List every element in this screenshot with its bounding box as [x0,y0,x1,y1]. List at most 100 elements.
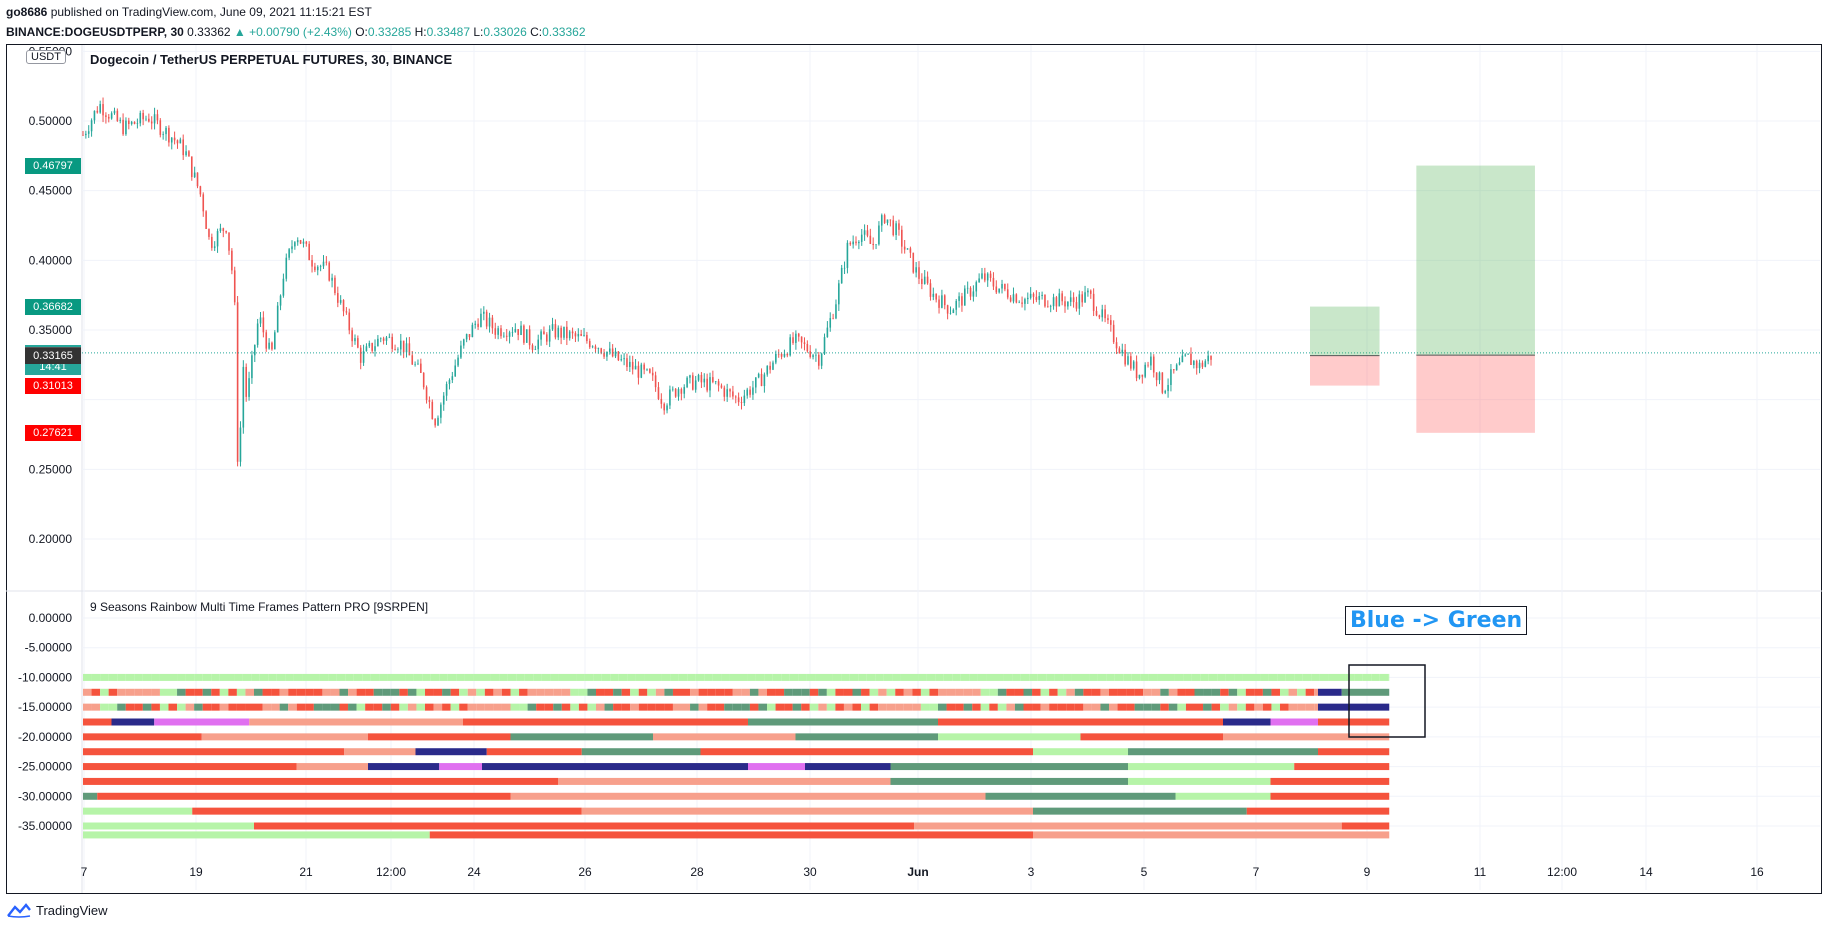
rainbow-segment [1305,703,1315,711]
rainbow-segment [1157,673,1166,681]
candle-body [483,311,485,314]
candle-body [288,249,290,258]
rainbow-segment [1354,673,1363,681]
candle-body [660,398,663,404]
rainbow-segment [890,777,1128,785]
candle-body [640,364,643,378]
x-tick-label: 16 [1750,865,1764,879]
rainbow-segment [379,673,388,681]
rainbow-segment [510,688,520,696]
rainbow-segment [869,703,879,711]
candle-body [543,331,545,335]
rainbow-segment [570,688,579,696]
rainbow-segment [1211,688,1221,696]
rainbow-segment [516,673,525,681]
rainbow-segment [262,688,272,696]
rainbow-segment [621,688,631,696]
rainbow-segment [986,673,995,681]
rainbow-segment [159,703,169,711]
rainbow-segment [755,673,765,681]
rainbow-segment [1117,688,1127,696]
candle-body [1041,294,1043,296]
candle-body [986,273,989,281]
candle-body [740,402,743,404]
rainbow-segment [322,703,331,711]
candle-body [829,318,832,328]
author-name[interactable]: go8686 [6,5,48,19]
rainbow-segment [1268,673,1278,681]
candle-body [296,240,299,243]
rainbow-segment [463,718,748,726]
rainbow-segment [319,673,329,681]
candle-body [534,349,537,350]
rainbow-segment [775,688,785,696]
rainbow-segment [1160,703,1169,711]
candle-body [325,261,328,263]
candle-body [709,377,711,391]
indicator-title: 9 Seasons Rainbow Multi Time Frames Patt… [90,600,429,614]
rainbow-segment [647,688,656,696]
candle-body [299,240,302,244]
candle-body [337,293,339,303]
candle-body [694,380,697,390]
candle-body [1130,356,1132,369]
rainbow-segment [1251,673,1261,681]
last-price: 0.33362 [187,25,231,39]
rainbow-segment [601,673,611,681]
candle-body [1058,293,1061,307]
rainbow-segment [1337,673,1346,681]
candle-body [105,115,107,117]
candle-body [199,186,202,195]
candle-body [503,335,505,337]
rainbow-segment [228,703,237,711]
candle-body [1095,310,1098,316]
rainbow-segment [100,673,109,681]
candle-body [577,334,580,337]
rainbow-segment [194,688,203,696]
candle-body [663,403,665,411]
rainbow-segment [268,673,277,681]
currency-badge[interactable]: USDT [26,50,66,64]
candle-body [1064,301,1066,307]
rainbow-segment [963,703,973,711]
rainbow-segment [748,718,938,726]
rainbow-segment [1143,688,1152,696]
rainbow-segment [1318,718,1390,726]
rainbow-segment [177,673,186,681]
rainbow-segment [1140,673,1149,681]
rainbow-segment [1260,673,1269,681]
x-tick-label: 11 [1474,865,1487,879]
candle-body [915,267,917,273]
candle-body [159,120,162,135]
rainbow-segment [305,688,314,696]
rainbow-segment [553,688,562,696]
candle-body [477,323,479,327]
rainbow-segment [356,703,366,711]
rainbow-segment [368,763,440,771]
candle-body [162,134,164,135]
rainbow-segment [792,688,802,696]
rainbow-segment [288,703,297,711]
rainbow-segment [313,688,323,696]
rainbow-segment [459,703,468,711]
candle-body [749,389,751,395]
candle-body [1006,289,1009,298]
rainbow-segment [493,703,502,711]
candle-body [1204,361,1207,367]
rainbow-segment [185,688,195,696]
rainbow-segment [1262,688,1272,696]
rainbow-segment [368,733,511,741]
symbol-label: BINANCE:DOGEUSDTPERP, 30 [6,25,184,39]
rainbow-segment [396,673,406,681]
rainbow-segment [1100,688,1109,696]
rainbow-segment [476,688,485,696]
candle-body [128,120,130,125]
rainbow-segment [356,688,366,696]
rainbow-segment [1245,688,1255,696]
rainbow-segment [1220,688,1229,696]
tradingview-footer[interactable]: TradingView [6,902,108,918]
rainbow-segment [918,673,927,681]
rainbow-segment [747,673,756,681]
rainbow-segment [159,673,169,681]
